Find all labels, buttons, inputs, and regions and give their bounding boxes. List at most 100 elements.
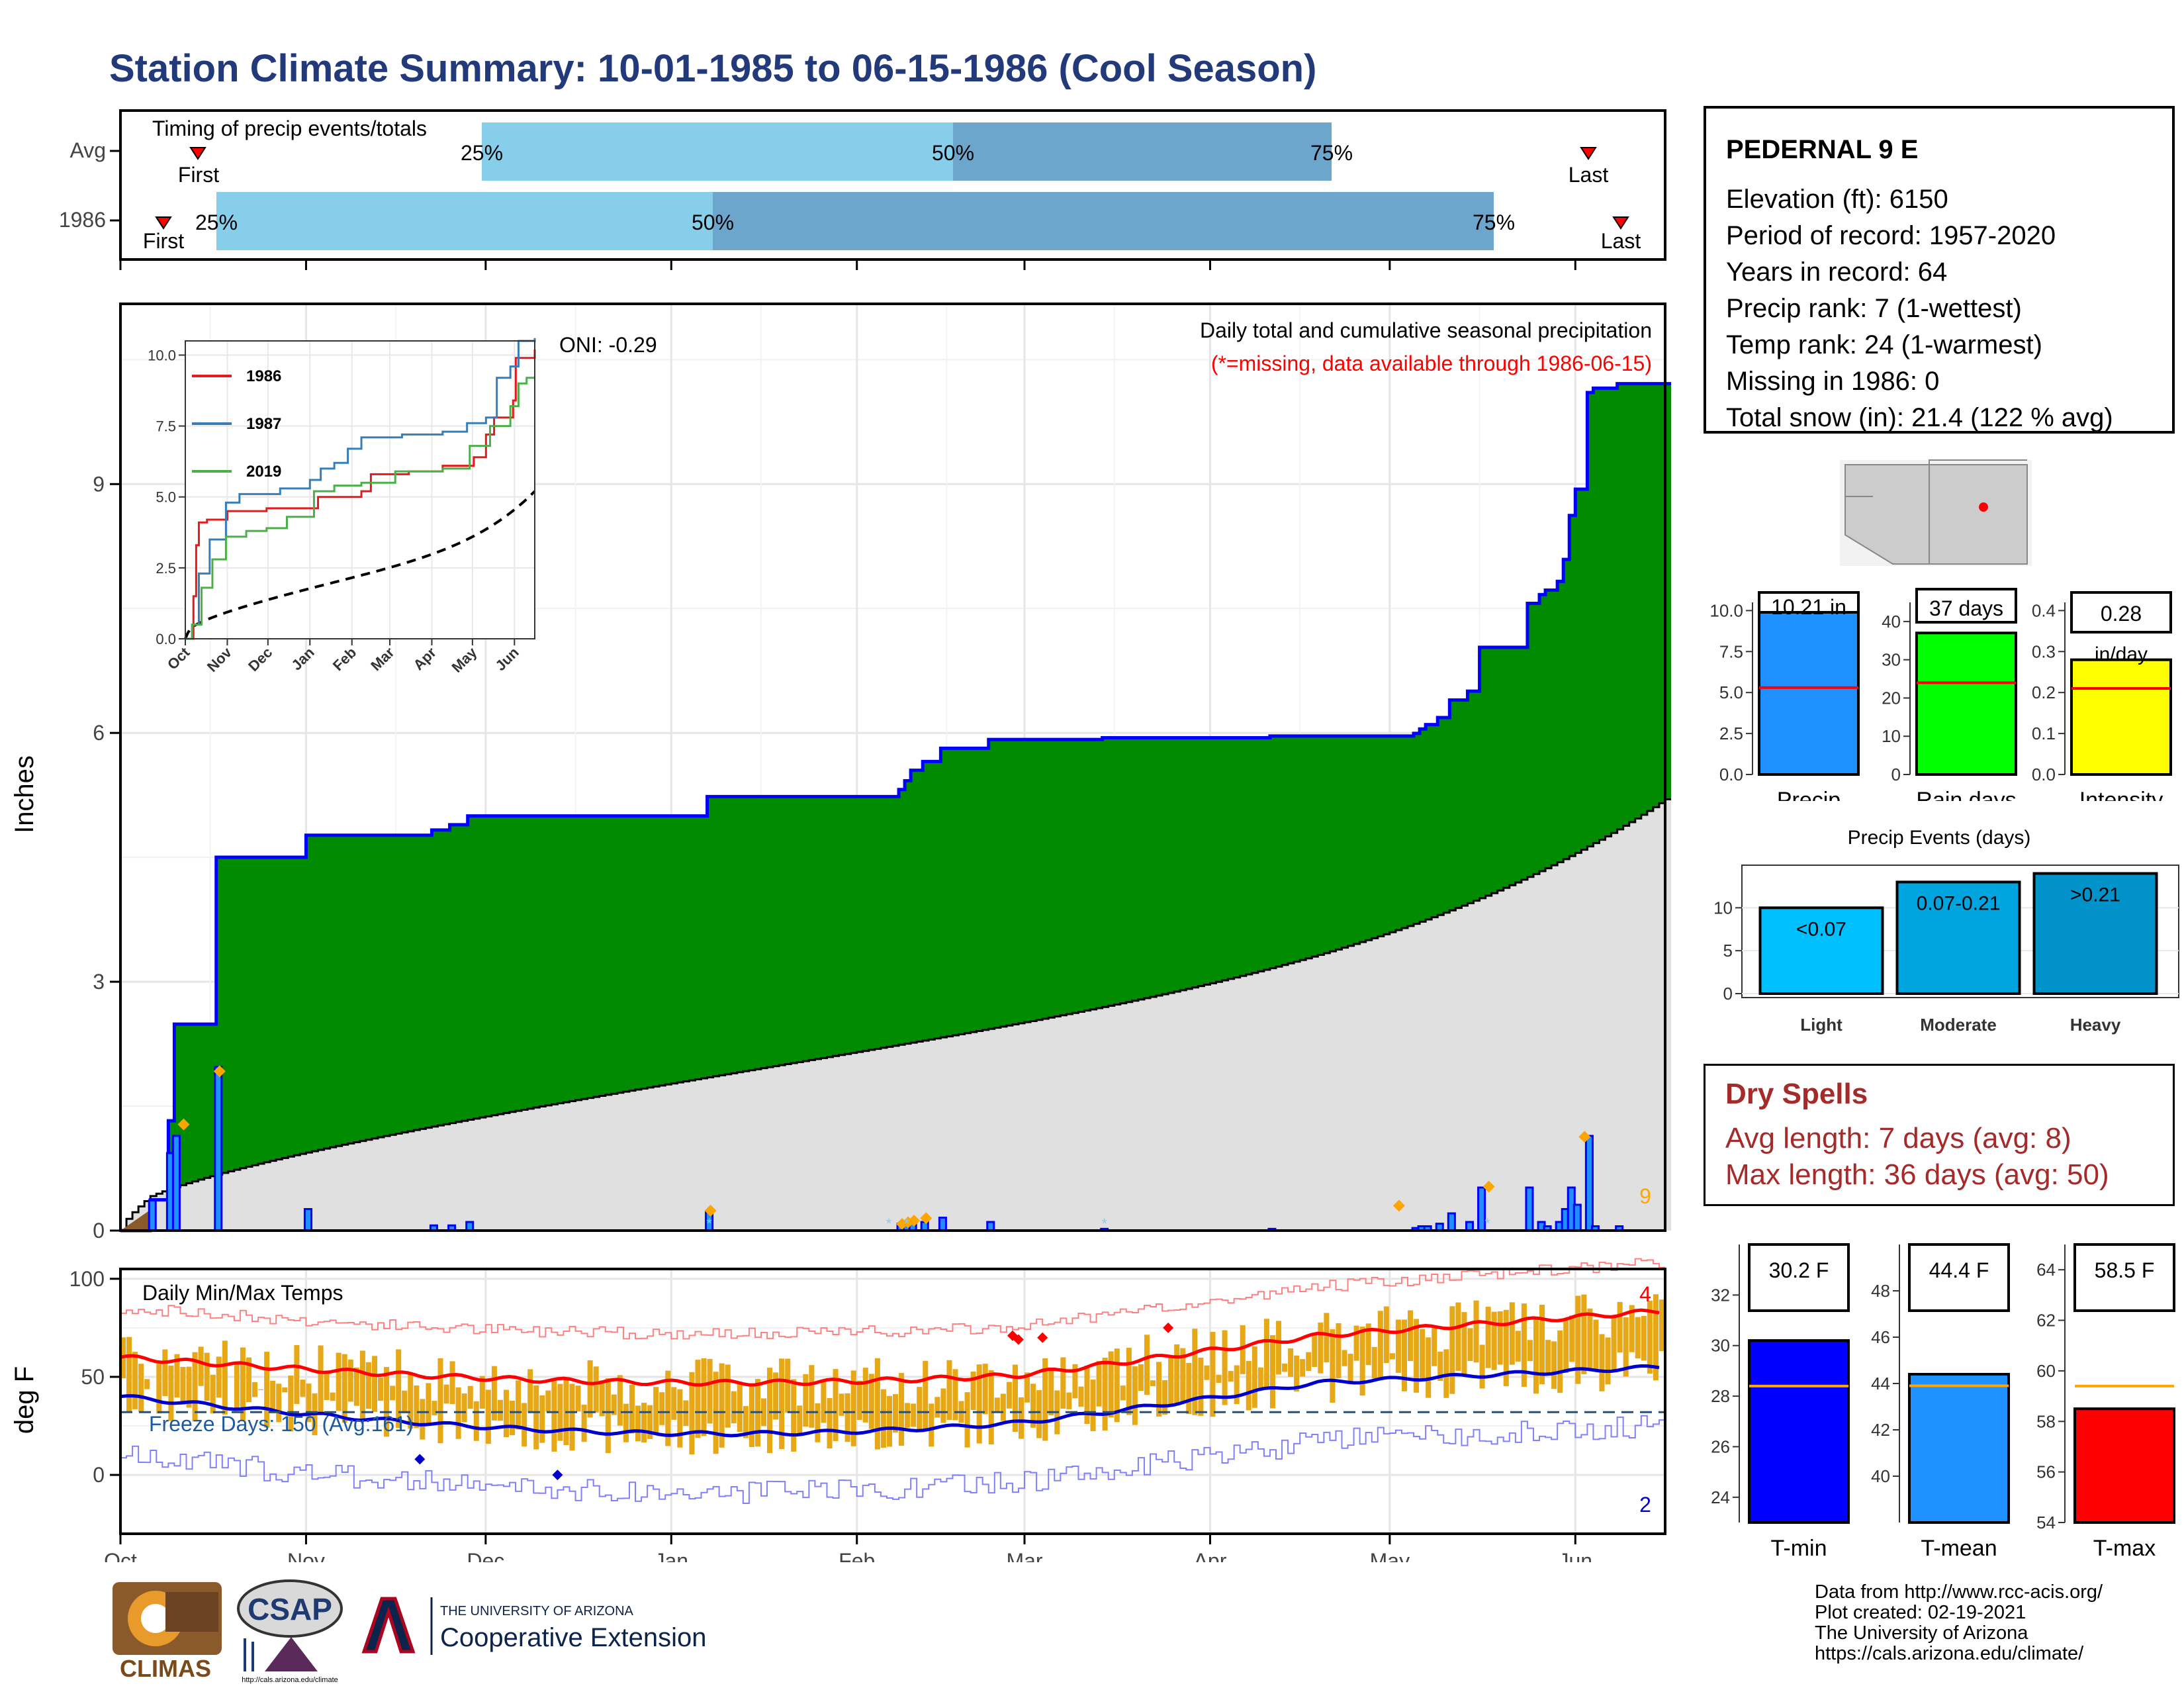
temp-title: Daily Min/Max Temps [142, 1281, 343, 1305]
daily-temp-bar [994, 1397, 1000, 1413]
month-label: Jan [654, 1549, 688, 1562]
events-bar-label: <0.07 [1796, 918, 1846, 940]
heavy-event-marker [920, 1212, 933, 1225]
daily-temp-bar [1240, 1325, 1246, 1374]
snow-marker: * [706, 1215, 712, 1232]
page-title: Station Climate Summary: 10-01-1985 to 0… [109, 47, 1317, 90]
precip-note: (*=missing, data available through 1986-… [1211, 352, 1652, 375]
daily-temp-bar [1120, 1385, 1126, 1401]
daily-temp-bar [1126, 1348, 1132, 1415]
daily-temp-bar [1012, 1364, 1018, 1432]
record-high-marker [1037, 1332, 1048, 1343]
daily-temp-bar [1132, 1366, 1138, 1425]
daily-temp-bar [1515, 1331, 1521, 1362]
yr-q50-75-bar [713, 192, 1494, 250]
daily-temp-bar [1306, 1352, 1312, 1371]
summary-label-box [1758, 591, 1860, 614]
daily-temp-bar [809, 1365, 815, 1428]
daily-temp-bar [587, 1360, 593, 1418]
daily-temp-bar [665, 1370, 671, 1446]
daily-temp-bar [222, 1340, 228, 1415]
summary-category-label: Rain days [1916, 788, 2016, 801]
daily-precip-bar [214, 1066, 223, 1232]
daily-temp-bar [126, 1336, 132, 1413]
daily-temp-bar [1461, 1312, 1467, 1376]
daily-temp-bar [1257, 1367, 1263, 1388]
snow-marker: * [1101, 1215, 1107, 1232]
daily-temp-bar [1420, 1329, 1426, 1378]
daily-temp-bar [617, 1375, 623, 1426]
daily-temp-bar [1228, 1371, 1234, 1382]
inset-ytick-label: 5.0 [156, 489, 176, 506]
daily-temp-bar [467, 1385, 473, 1409]
daily-precip-bar [1447, 1212, 1456, 1232]
heavy-event-marker [1392, 1199, 1405, 1212]
events-title: Precip Events (days) [1848, 827, 2031, 849]
csap-text: CSAP [248, 1592, 332, 1626]
station-name: PEDERNAL 9 E [1726, 135, 1919, 164]
events-category-label: Light [1800, 1015, 1843, 1035]
daily-temp-bar [647, 1405, 653, 1439]
inset-legend-label: 1986 [246, 367, 281, 385]
daily-temp-bar [443, 1384, 449, 1404]
events-category-label: Heavy [2070, 1015, 2121, 1035]
climas-text: CLIMAS [120, 1655, 211, 1682]
daily-temp-bar [1359, 1327, 1365, 1396]
daily-temp-bar [1156, 1362, 1162, 1417]
daily-temp-bar [1174, 1344, 1180, 1406]
dry-spells-title: Dry Spells [1725, 1078, 1868, 1110]
row-label-year: 1986 [59, 208, 106, 232]
daily-temp-bar [210, 1374, 216, 1414]
summary-value-bar [2070, 658, 2172, 776]
summary-value-label: 58.5 F [2095, 1258, 2155, 1282]
events-bar [1758, 906, 1884, 995]
daily-temp-bar [1246, 1360, 1251, 1411]
daily-temp-bar [1383, 1306, 1389, 1364]
daily-temp-bar [180, 1366, 186, 1405]
daily-temp-bar [1617, 1301, 1623, 1353]
csap-logo: CSAP http://cals.arizona.edu/climate [237, 1579, 343, 1684]
daily-temp-bar [833, 1369, 839, 1442]
daily-temp-bar [611, 1394, 617, 1415]
daily-temp-bar [1569, 1315, 1575, 1362]
daily-temp-bar [402, 1390, 408, 1414]
daily-temp-bar [575, 1385, 581, 1412]
daily-temp-bar [1144, 1335, 1150, 1395]
daily-temp-bar [371, 1356, 377, 1412]
avg-last-label: Last [1569, 163, 1609, 187]
count-min: 2 [1639, 1493, 1651, 1517]
daily-temp-bar [1330, 1329, 1336, 1403]
avg-max-line [120, 1308, 1660, 1387]
daily-precip-bar [1572, 1203, 1582, 1232]
daily-temp-bar [437, 1358, 443, 1444]
daily-temp-bar [737, 1382, 743, 1432]
daily-temp-bar [491, 1366, 497, 1421]
summary-category-label: T-min [1771, 1536, 1827, 1561]
precip-chart: * * * * * 0 3 6 9 Inches Daily total and cumula… [10, 303, 1672, 1243]
heavy-event-marker [908, 1214, 921, 1227]
csap-url: http://cals.arizona.edu/climate [242, 1676, 338, 1684]
daily-temp-bar [815, 1403, 821, 1442]
station-missing: Missing in 1986: 0 [1726, 367, 1940, 396]
daily-temp-bar [174, 1354, 180, 1398]
daily-temp-bar [1539, 1304, 1545, 1385]
summary-ytick-label: 54 [2036, 1513, 2056, 1532]
daily-temp-bar [929, 1403, 934, 1447]
snow-marker: * [904, 1215, 910, 1232]
daily-temp-bar [917, 1387, 923, 1431]
daily-temp-bar [1605, 1337, 1611, 1385]
daily-temp-bar [976, 1364, 982, 1444]
daily-temp-bar [432, 1401, 437, 1416]
daily-temp-bar [880, 1389, 886, 1448]
month-label: Feb [839, 1549, 875, 1562]
daily-temp-bar [533, 1385, 539, 1450]
daily-temp-bar [1036, 1389, 1042, 1438]
daily-temp-bar [1342, 1350, 1347, 1366]
summary-value-label: 0.28 [2101, 602, 2142, 626]
summary-ytick-label: 0.2 [2032, 682, 2056, 702]
summary-category-label: T-max [2093, 1536, 2156, 1561]
daily-temp-bar [1353, 1325, 1359, 1361]
daily-temp-bar [1377, 1311, 1383, 1379]
daily-temp-bar [1186, 1362, 1192, 1415]
month-label: Oct [104, 1549, 137, 1562]
